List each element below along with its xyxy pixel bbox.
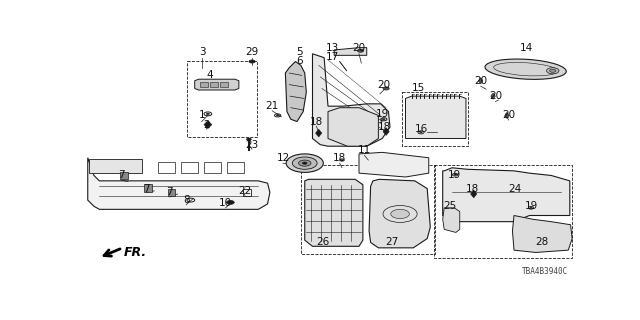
Polygon shape [312,54,390,146]
Text: 26: 26 [317,237,330,247]
Polygon shape [359,152,429,177]
Circle shape [286,154,323,172]
Text: 22: 22 [239,186,252,196]
Text: 19: 19 [376,109,389,119]
Polygon shape [505,112,509,118]
Polygon shape [491,93,495,99]
Circle shape [206,113,209,115]
Text: 5: 5 [296,47,303,57]
Circle shape [292,157,317,169]
Circle shape [249,60,255,63]
Text: 24: 24 [508,184,522,194]
Text: 25: 25 [443,201,456,211]
Text: 18: 18 [465,184,479,194]
Text: 14: 14 [520,43,533,52]
Text: 12: 12 [276,153,290,163]
Text: 3: 3 [199,47,206,57]
Polygon shape [285,61,307,122]
Circle shape [391,209,410,219]
Text: 21: 21 [266,101,279,111]
Text: 20: 20 [474,76,487,86]
Text: 18: 18 [310,116,323,126]
Circle shape [358,49,364,52]
Polygon shape [443,208,460,232]
Text: 16: 16 [415,124,428,134]
Ellipse shape [485,59,566,79]
Polygon shape [145,184,152,192]
Text: FR.: FR. [124,246,147,259]
Text: 19: 19 [448,171,461,180]
Circle shape [298,160,311,166]
Polygon shape [334,48,367,55]
Text: 20: 20 [353,43,365,52]
Text: 2: 2 [203,120,210,130]
Polygon shape [305,179,363,246]
Text: 4: 4 [207,70,214,80]
Text: 7: 7 [143,184,150,194]
Circle shape [547,68,559,74]
Text: 18: 18 [333,153,346,163]
Text: 19: 19 [524,201,538,211]
Polygon shape [90,159,142,173]
Text: 10: 10 [219,198,232,208]
Polygon shape [406,96,466,139]
Text: 29: 29 [245,47,259,57]
Text: 15: 15 [412,84,426,93]
Text: 20: 20 [377,80,390,90]
Circle shape [276,115,279,116]
Text: 7: 7 [166,188,173,197]
Text: 1: 1 [198,110,205,120]
Polygon shape [328,108,378,146]
Polygon shape [210,82,218,87]
Polygon shape [383,128,389,135]
Polygon shape [200,82,208,87]
Circle shape [383,119,385,120]
Text: 6: 6 [296,57,303,67]
Polygon shape [195,79,239,90]
Text: 20: 20 [502,110,515,120]
Polygon shape [168,188,175,196]
Circle shape [530,207,532,208]
Polygon shape [478,78,483,84]
Text: TBA4B3940C: TBA4B3940C [522,267,568,276]
Text: 20: 20 [489,91,502,101]
Polygon shape [369,179,430,248]
Circle shape [550,69,556,72]
Polygon shape [120,172,128,179]
Text: 13: 13 [326,43,339,52]
Circle shape [420,132,422,133]
Polygon shape [204,121,212,129]
Polygon shape [88,158,270,209]
Text: 11: 11 [358,145,371,155]
Circle shape [303,162,307,164]
Text: 23: 23 [245,140,259,150]
Circle shape [454,174,456,175]
Polygon shape [443,168,570,222]
Text: 27: 27 [386,237,399,247]
Polygon shape [513,215,572,252]
Text: 18: 18 [378,122,391,132]
Text: 28: 28 [535,237,548,247]
Circle shape [383,87,389,90]
Polygon shape [220,82,228,87]
Text: 8: 8 [183,195,189,205]
Text: 7: 7 [118,171,124,180]
Polygon shape [470,190,477,198]
Circle shape [227,201,234,204]
Polygon shape [316,129,322,137]
Text: 17: 17 [326,52,339,62]
Circle shape [246,138,252,140]
